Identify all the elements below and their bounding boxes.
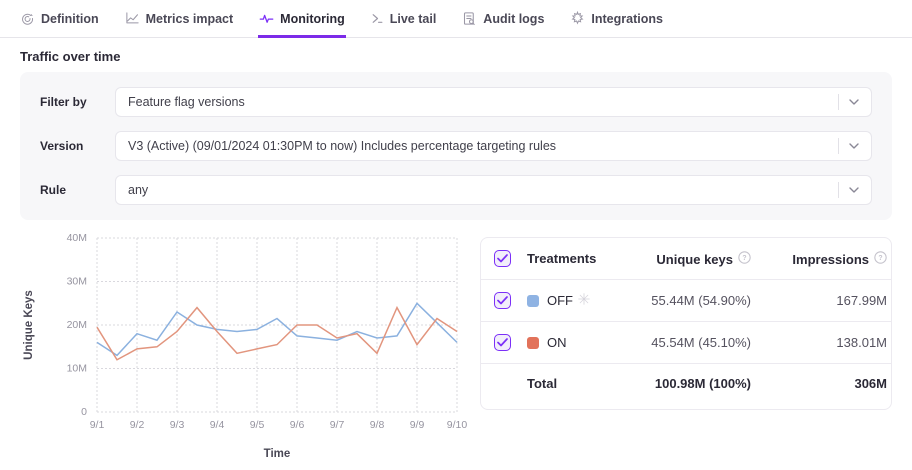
svg-text:?: ?: [878, 255, 882, 262]
svg-text:40M: 40M: [67, 232, 87, 244]
svg-text:10M: 10M: [67, 363, 87, 375]
svg-text:9/7: 9/7: [330, 419, 345, 431]
svg-text:9/4: 9/4: [210, 419, 225, 431]
svg-text:30M: 30M: [67, 276, 87, 288]
svg-text:Unique Keys: Unique Keys: [23, 290, 35, 360]
svg-text:?: ?: [742, 255, 746, 262]
svg-text:9/5: 9/5: [250, 419, 265, 431]
svg-text:9/3: 9/3: [170, 419, 185, 431]
svg-text:9/9: 9/9: [410, 419, 425, 431]
svg-text:9/10: 9/10: [447, 419, 468, 431]
svg-text:0: 0: [81, 406, 87, 418]
svg-text:Time: Time: [264, 448, 291, 458]
svg-text:9/6: 9/6: [290, 419, 305, 431]
svg-text:9/8: 9/8: [370, 419, 385, 431]
svg-text:9/1: 9/1: [90, 419, 105, 431]
svg-text:20M: 20M: [67, 319, 87, 331]
svg-text:9/2: 9/2: [130, 419, 145, 431]
